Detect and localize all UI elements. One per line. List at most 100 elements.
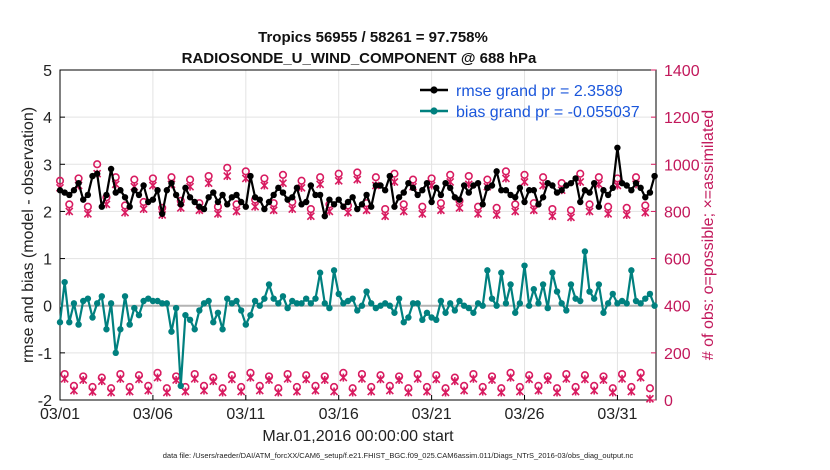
bias-point	[186, 316, 194, 324]
rmse-point	[428, 198, 435, 206]
obs-assimilated-marker	[260, 181, 269, 190]
rmse-point	[456, 196, 463, 203]
obs-possible-marker	[399, 200, 408, 209]
obs-assimilated-marker	[473, 209, 483, 218]
obs-possible-marker	[538, 173, 548, 182]
obs-assimilated-marker	[399, 207, 408, 216]
obs-possible-marker	[483, 175, 492, 184]
rmse-point	[126, 203, 133, 210]
obs-possible-marker	[585, 200, 594, 209]
rmse-point	[391, 203, 398, 210]
bias-point	[126, 321, 133, 328]
obs-assimilated-marker	[264, 375, 274, 385]
rmse-point	[479, 201, 486, 208]
rmse-point	[460, 182, 468, 189]
y-tick-label-left: 5	[43, 63, 52, 80]
bias-point	[581, 248, 589, 255]
bias-point	[386, 302, 394, 309]
rmse-point	[270, 191, 277, 199]
legend-rmse-marker	[430, 86, 438, 94]
bias-point	[595, 281, 603, 288]
bias-point	[56, 319, 64, 326]
obs-assimilated-marker	[515, 387, 524, 396]
rmse-point	[446, 184, 454, 192]
obs-assimilated-marker	[385, 386, 394, 395]
rmse-point	[474, 179, 482, 187]
bias-point	[275, 300, 282, 307]
bias-point	[516, 300, 524, 307]
obs-assimilated-marker	[274, 388, 283, 397]
rmse-point	[191, 198, 198, 206]
rmse-point	[242, 203, 250, 210]
rmse-point	[302, 198, 310, 206]
y-tick-label-left: 2	[43, 204, 52, 221]
bias-point	[567, 281, 575, 288]
data-file-footnote: data file: /Users/raeder/DAI/ATM_forcXX/…	[163, 451, 634, 460]
obs-assimilated-marker	[381, 212, 390, 221]
rmse-point	[409, 184, 417, 192]
obs-assimilated-marker	[413, 374, 422, 383]
rmse-point	[158, 210, 166, 217]
obs-possible-marker	[631, 173, 641, 182]
rmse-point	[535, 201, 542, 208]
obs-assimilated-marker	[604, 209, 613, 218]
bias-point	[149, 297, 157, 305]
rmse-point	[247, 172, 254, 180]
obs-assimilated-marker	[204, 179, 213, 188]
obs-assimilated-marker	[641, 208, 650, 217]
rmse-point	[437, 191, 445, 199]
obs-possible-marker	[645, 384, 655, 393]
rmse-point	[214, 198, 222, 206]
rmse-point	[256, 196, 263, 203]
bias-point	[93, 300, 101, 307]
rmse-point	[651, 172, 658, 180]
bias-point	[261, 295, 268, 302]
rmse-point	[600, 187, 607, 194]
bias-point	[168, 328, 175, 335]
rmse-point	[442, 179, 449, 187]
obs-possible-marker	[297, 176, 306, 185]
obs-assimilated-marker	[97, 377, 106, 386]
rmse-point	[604, 191, 612, 199]
obs-assimilated-marker	[525, 375, 534, 384]
obs-possible-marker	[223, 163, 232, 172]
rmse-point	[525, 187, 533, 194]
bias-point	[609, 290, 616, 298]
chart-title: Tropics 56955 / 58261 = 97.758%	[258, 29, 488, 46]
bias-point	[577, 297, 584, 305]
obs-possible-marker	[641, 201, 650, 210]
bias-point	[237, 307, 245, 314]
rmse-point	[609, 184, 616, 192]
bias-point	[525, 302, 533, 309]
x-axis-label: Mar.01,2016 00:00:00 start	[262, 428, 454, 445]
obs-assimilated-marker	[316, 180, 325, 189]
obs-assimilated-marker	[88, 387, 97, 396]
bias-point	[89, 314, 96, 321]
obs-assimilated-marker	[357, 374, 367, 383]
rmse-point	[637, 184, 644, 192]
obs-possible-marker	[511, 200, 520, 209]
bias-point	[316, 269, 324, 276]
bias-point	[493, 302, 500, 309]
obs-possible-marker	[492, 203, 501, 212]
bias-point	[191, 326, 198, 333]
y-tick-label-left: 3	[43, 157, 52, 174]
obs-assimilated-marker	[251, 202, 260, 211]
obs-possible-marker	[260, 174, 269, 183]
bias-point	[298, 300, 305, 307]
rmse-point	[335, 196, 342, 203]
bias-point	[651, 302, 658, 309]
bias-point	[488, 295, 496, 302]
obs-assimilated-marker	[302, 375, 311, 384]
y-tick-label-right: 1400	[664, 63, 700, 80]
bias-point	[247, 311, 254, 319]
obs-assimilated-marker	[627, 387, 636, 396]
rmse-point	[326, 196, 333, 203]
bias-point	[456, 297, 463, 305]
legend-bias-marker	[430, 107, 438, 115]
y-tick-label-left: -2	[38, 393, 52, 410]
obs-assimilated-marker	[255, 386, 264, 395]
rmse-point	[107, 165, 115, 173]
bias-point	[103, 326, 110, 333]
obs-assimilated-marker	[237, 387, 246, 396]
